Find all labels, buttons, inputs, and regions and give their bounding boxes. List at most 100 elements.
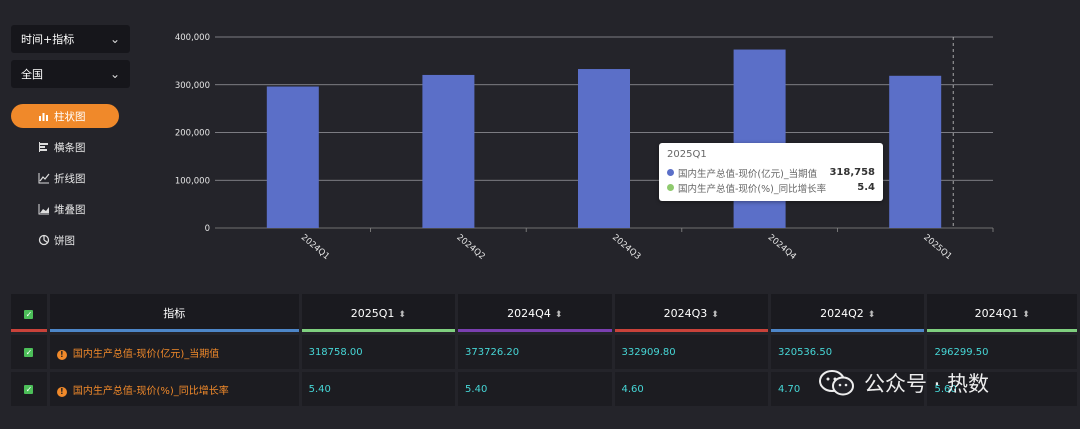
y-tick-label: 200,000: [175, 129, 210, 139]
chart-type-pie[interactable]: 饼图: [11, 228, 119, 252]
column-header-label: 指标: [163, 307, 186, 320]
pie-chart-icon: [38, 234, 50, 246]
chart-type-horizontal-bar[interactable]: 横条图: [11, 135, 119, 159]
column-header-label: 2024Q4: [507, 306, 551, 320]
y-tick-label: 0: [205, 224, 210, 234]
bar: [733, 49, 786, 228]
data-table: ✓ 指标 2025Q1 ⬍ 2024Q4 ⬍ 2024Q3 ⬍ 2024Q2 ⬍ 202…: [8, 291, 1080, 409]
watermark-text: 公众号 · 热数: [864, 372, 990, 396]
row-checkbox[interactable]: ✓: [11, 335, 47, 369]
dimension-select-label: 时间+指标: [21, 33, 75, 46]
chart-type-stacked[interactable]: 堆叠图: [11, 197, 119, 221]
chart-tooltip: 2025Q1 国内生产总值-现价(亿元)_当期值 318,758 国内生产总值-…: [659, 143, 883, 201]
table-cell: 296299.50: [927, 335, 1077, 369]
x-tick-label: 2025Q1: [921, 233, 953, 260]
sort-icon[interactable]: ⬍: [711, 309, 719, 320]
row-checkbox[interactable]: ✓: [11, 372, 47, 406]
column-header-label: 2024Q3: [663, 306, 708, 320]
stacked-chart-icon: [38, 204, 49, 215]
check-icon: ✓: [24, 384, 34, 394]
tooltip-series-value: 318,758: [829, 167, 875, 178]
column-header-label: 2024Q2: [820, 306, 864, 320]
row-indicator-name: ! 国内生产总值-现价(亿元)_当期值: [49, 335, 299, 369]
table-row: ✓ ! 国内生产总值-现价(亿元)_当期值 318758.00 373726.20…: [11, 335, 1077, 369]
sort-icon[interactable]: ⬍: [398, 309, 406, 320]
table-cell: 332909.80: [614, 335, 768, 369]
y-tick-label: 100,000: [175, 176, 210, 186]
column-header-indicator: 指标: [49, 294, 299, 332]
tooltip-title: 2025Q1: [667, 149, 707, 160]
y-tick-label: 300,000: [175, 81, 210, 91]
select-all-checkbox[interactable]: ✓: [11, 294, 47, 332]
chart-type-label: 横条图: [54, 141, 86, 154]
x-tick-label: 2024Q4: [766, 233, 798, 260]
sort-icon[interactable]: ⬍: [1022, 309, 1030, 320]
x-tick-label: 2024Q2: [454, 233, 486, 260]
bar: [422, 74, 475, 228]
tooltip-row: 国内生产总值-现价(亿元)_当期值 318,758: [667, 165, 875, 180]
column-header-2025q1[interactable]: 2025Q1 ⬍: [301, 294, 456, 332]
row-indicator-name: ! 国内生产总值-现价(%)_同比增长率: [49, 372, 299, 406]
x-tick-label: 2024Q3: [610, 233, 642, 260]
bar: [889, 75, 942, 228]
column-color-bar: [927, 329, 1077, 332]
sort-icon[interactable]: ⬍: [554, 309, 563, 320]
sidebar: 时间+指标 ⌄ 全国 ⌄ 柱状图 横条图 折线图 堆叠图 饼图: [0, 0, 150, 270]
column-header-label: 2025Q1: [350, 306, 395, 320]
column-header-2024q4[interactable]: 2024Q4 ⬍: [458, 294, 612, 332]
region-select[interactable]: 全国 ⌄: [11, 60, 130, 88]
line-chart-icon: [38, 173, 50, 184]
bar: [578, 69, 630, 228]
column-header-label: 2024Q1: [974, 306, 1019, 320]
y-tick-label: 400,000: [175, 33, 210, 43]
table-row: ✓ ! 国内生产总值-现价(%)_同比增长率 5.40 5.40 4.60 4.7…: [11, 372, 1077, 406]
x-tick-label: 2024Q1: [299, 233, 331, 260]
tooltip-series-value: 5.4: [857, 182, 875, 193]
chart-type-label: 堆叠图: [54, 203, 86, 216]
bar-chart-icon: [39, 113, 48, 121]
column-color-bar: [301, 329, 456, 332]
table-cell: 5.40: [301, 372, 456, 406]
indicator-name: 国内生产总值-现价(%)_同比增长率: [72, 385, 229, 397]
chart-type-label: 折线图: [54, 172, 86, 185]
tooltip-series-name: 国内生产总值-现价(%)_同比增长率: [678, 183, 827, 195]
chart-type-label: 柱状图: [54, 110, 86, 123]
table-cell: 320536.50: [770, 335, 925, 369]
tooltip-row: 国内生产总值-现价(%)_同比增长率 5.4: [667, 180, 875, 195]
series-dot-icon: [667, 169, 674, 176]
table-header-row: ✓ 指标 2025Q1 ⬍ 2024Q4 ⬍ 2024Q3 ⬍ 2024Q2 ⬍ 202…: [11, 294, 1077, 332]
table-cell: 373726.20: [458, 335, 612, 369]
column-color-bar: [11, 329, 47, 332]
column-color-bar: [49, 329, 299, 332]
chevron-down-icon: ⌄: [109, 32, 120, 46]
column-header-2024q3[interactable]: 2024Q3 ⬍: [614, 294, 768, 332]
column-color-bar: [458, 329, 612, 332]
column-color-bar: [614, 329, 768, 332]
watermark: 公众号 · 热数: [818, 368, 989, 398]
dimension-select[interactable]: 时间+指标 ⌄: [11, 25, 130, 53]
chevron-down-icon: ⌄: [109, 67, 120, 81]
check-icon: ✓: [24, 309, 34, 319]
table-cell: 5.40: [458, 372, 612, 406]
warning-icon: !: [56, 386, 67, 397]
chart-type-line[interactable]: 折线图: [11, 166, 119, 190]
column-header-2024q2[interactable]: 2024Q2 ⬍: [770, 294, 925, 332]
table-cell: 4.60: [614, 372, 768, 406]
chart-type-label: 饼图: [54, 234, 75, 247]
region-select-label: 全国: [21, 68, 43, 81]
tooltip-series-name: 国内生产总值-现价(亿元)_当期值: [678, 168, 818, 180]
check-icon: ✓: [24, 347, 34, 357]
column-color-bar: [770, 329, 925, 332]
bar-chart: 0 100,000 200,000 300,000 400,000 2024Q1 2024Q…: [175, 33, 994, 260]
indicator-name: 国内生产总值-现价(亿元)_当期值: [72, 348, 220, 360]
table-cell: 5.60: [927, 372, 1077, 406]
series-dot-icon: [667, 184, 674, 191]
chart-type-bar[interactable]: 柱状图: [11, 104, 119, 128]
warning-icon: !: [56, 349, 67, 360]
bar: [266, 86, 319, 228]
wechat-icon: [819, 370, 854, 396]
table-cell: 318758.00: [301, 335, 456, 369]
sort-icon[interactable]: ⬍: [867, 309, 876, 320]
horizontal-bar-icon: [39, 142, 48, 152]
column-header-2024q1[interactable]: 2024Q1 ⬍: [927, 294, 1077, 332]
